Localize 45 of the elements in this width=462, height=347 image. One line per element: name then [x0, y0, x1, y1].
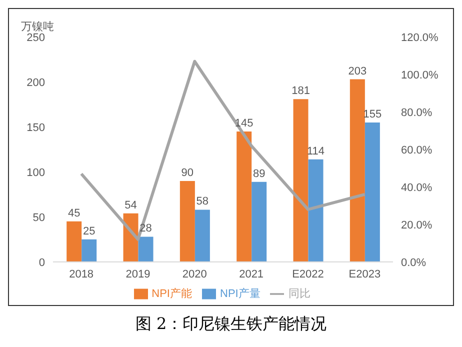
- data-label: 145: [234, 117, 254, 130]
- legend-label: NPI产能: [152, 288, 192, 300]
- y2-tick-label: 80.0%: [401, 106, 432, 119]
- x-tick-label: E2023: [348, 268, 381, 281]
- y-axis-title: 万镍吨: [21, 20, 54, 33]
- bar: [66, 221, 82, 262]
- x-tick-label: 2020: [182, 268, 207, 281]
- data-label: 90: [181, 166, 194, 179]
- x-tick-label: 2019: [126, 268, 150, 281]
- data-label: 25: [82, 225, 96, 238]
- y2-tick-label: 100.0%: [401, 69, 439, 82]
- y-tick-label: 250: [26, 32, 45, 44]
- y2-tick-label: 60.0%: [401, 144, 432, 156]
- y2-tick-label: 0.0%: [401, 256, 426, 269]
- bar: [293, 99, 308, 262]
- y-tick-label: 200: [26, 76, 45, 89]
- data-label: 54: [124, 199, 137, 212]
- text: 图 2：印尼镍生铁产能情况: [134, 314, 328, 335]
- y2-tick-label: 120.0%: [401, 32, 439, 44]
- y-tick-label: 0: [38, 256, 45, 269]
- data-label: 45: [68, 207, 80, 220]
- bar: [252, 182, 267, 262]
- bar: [350, 79, 365, 262]
- bar: [364, 122, 380, 262]
- y-tick-label: 150: [26, 122, 45, 134]
- bar: [194, 210, 210, 262]
- x-tick-label: 2021: [239, 268, 264, 281]
- bar: [236, 131, 252, 262]
- bar: [82, 239, 97, 262]
- data-label: 89: [252, 168, 266, 180]
- legend-label: 同比: [288, 288, 310, 300]
- y-tick-label: 100: [26, 166, 45, 179]
- data-label: 181: [292, 85, 310, 98]
- bar: [308, 159, 324, 262]
- legend-label: NPI产量: [220, 288, 260, 300]
- x-tick-label: E2022: [292, 268, 324, 281]
- y-tick-label: 50: [32, 212, 45, 224]
- data-label: 58: [196, 196, 209, 208]
- y2-tick-label: 40.0%: [401, 182, 432, 194]
- y2-tick-label: 20.0%: [401, 219, 432, 232]
- bar: [180, 180, 195, 262]
- data-label: 28: [140, 222, 152, 235]
- bar: [138, 236, 154, 262]
- x-tick-label: 2018: [69, 268, 94, 281]
- data-label: 203: [348, 65, 367, 78]
